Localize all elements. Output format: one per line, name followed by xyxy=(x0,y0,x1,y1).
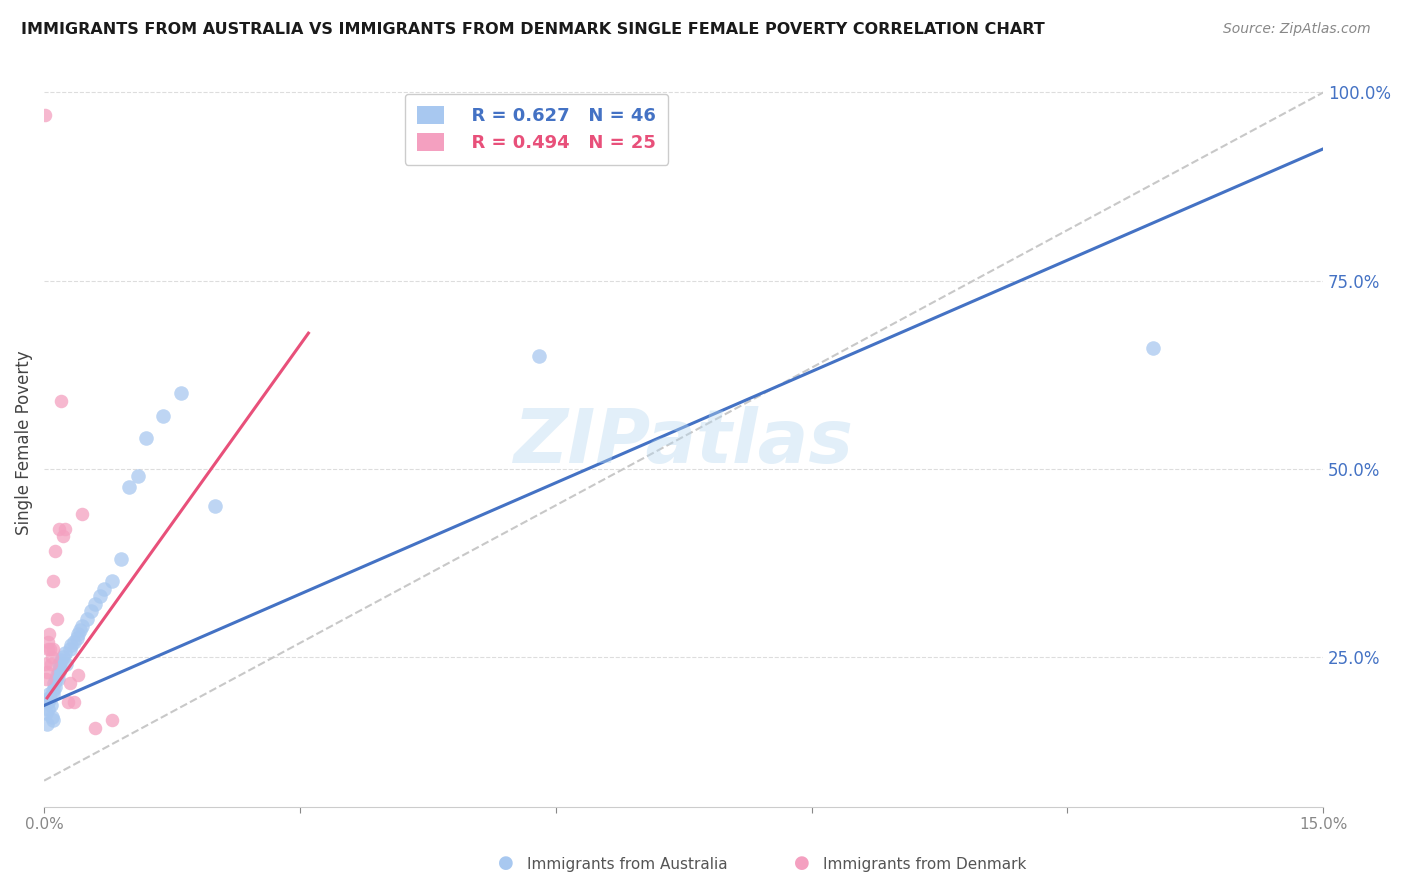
Point xyxy=(527,349,550,363)
Point xyxy=(65,631,87,645)
Point xyxy=(48,665,70,679)
Point xyxy=(34,108,56,122)
Point xyxy=(37,642,59,657)
Text: Immigrants from Australia: Immigrants from Australia xyxy=(527,857,728,872)
Point xyxy=(204,499,226,513)
Point xyxy=(49,661,72,675)
Point xyxy=(42,683,65,698)
Point xyxy=(67,668,90,682)
Point xyxy=(35,665,58,679)
Point xyxy=(35,706,58,720)
Point xyxy=(44,680,66,694)
Point xyxy=(35,717,58,731)
Point xyxy=(89,590,111,604)
Point xyxy=(41,649,63,664)
Point xyxy=(152,409,174,423)
Point xyxy=(56,695,79,709)
Point xyxy=(101,714,124,728)
Point xyxy=(67,627,90,641)
Point xyxy=(84,721,107,735)
Point xyxy=(34,657,56,671)
Point xyxy=(80,604,103,618)
Point xyxy=(135,432,157,446)
Y-axis label: Single Female Poverty: Single Female Poverty xyxy=(15,350,32,534)
Point xyxy=(93,582,115,596)
Point xyxy=(39,642,62,657)
Point xyxy=(52,649,75,664)
Point xyxy=(38,690,60,705)
Text: Immigrants from Denmark: Immigrants from Denmark xyxy=(823,857,1026,872)
Point xyxy=(110,551,132,566)
Point xyxy=(51,653,73,667)
Point xyxy=(60,638,83,652)
Text: ●: ● xyxy=(498,855,515,872)
Text: IMMIGRANTS FROM AUSTRALIA VS IMMIGRANTS FROM DENMARK SINGLE FEMALE POVERTY CORRE: IMMIGRANTS FROM AUSTRALIA VS IMMIGRANTS … xyxy=(21,22,1045,37)
Point xyxy=(37,634,59,648)
Point xyxy=(38,687,60,701)
Point xyxy=(48,657,70,671)
Point xyxy=(1142,341,1164,355)
Point xyxy=(41,687,63,701)
Point xyxy=(59,676,82,690)
Point xyxy=(38,627,60,641)
Point xyxy=(45,672,67,686)
Point xyxy=(39,698,62,713)
Point xyxy=(72,507,94,521)
Point xyxy=(35,672,58,686)
Text: ●: ● xyxy=(793,855,810,872)
Point xyxy=(51,393,73,408)
Point xyxy=(76,612,98,626)
Point xyxy=(44,676,66,690)
Point xyxy=(48,522,70,536)
Point xyxy=(39,690,62,705)
Point xyxy=(127,469,149,483)
Point xyxy=(41,710,63,724)
Point xyxy=(63,634,86,648)
Point xyxy=(41,642,63,657)
Point xyxy=(46,672,69,686)
Point xyxy=(37,695,59,709)
Point xyxy=(59,642,82,657)
Point xyxy=(53,646,76,660)
Point xyxy=(45,668,67,682)
Point xyxy=(52,529,75,543)
Point xyxy=(63,695,86,709)
Point xyxy=(55,657,77,671)
Point xyxy=(72,619,94,633)
Legend:   R = 0.627   N = 46,   R = 0.494   N = 25: R = 0.627 N = 46, R = 0.494 N = 25 xyxy=(405,94,668,165)
Text: Source: ZipAtlas.com: Source: ZipAtlas.com xyxy=(1223,22,1371,37)
Point xyxy=(42,574,65,589)
Point xyxy=(44,544,66,558)
Point xyxy=(84,597,107,611)
Point xyxy=(39,657,62,671)
Point xyxy=(101,574,124,589)
Point xyxy=(37,702,59,716)
Point xyxy=(118,480,141,494)
Point xyxy=(45,612,67,626)
Point xyxy=(169,386,191,401)
Point xyxy=(55,522,77,536)
Point xyxy=(41,714,63,728)
Text: ZIPatlas: ZIPatlas xyxy=(513,406,853,479)
Point xyxy=(69,624,91,638)
